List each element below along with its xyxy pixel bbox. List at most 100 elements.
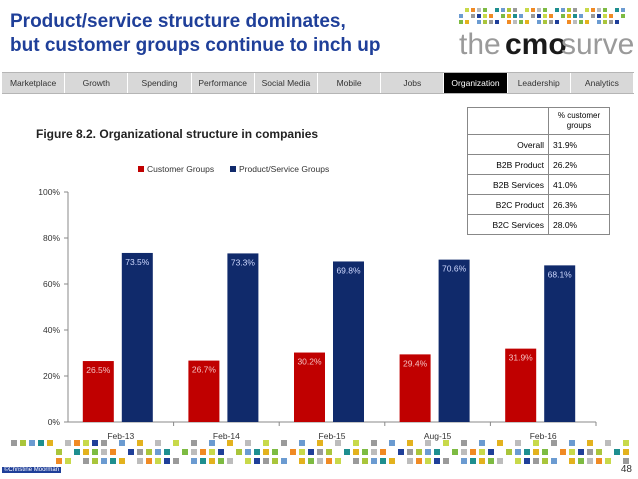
logo-square <box>597 20 601 24</box>
footer-square <box>425 440 431 446</box>
footer-square <box>614 449 620 455</box>
footer-square-pattern <box>11 440 629 464</box>
logo-square <box>555 8 559 12</box>
footer-square <box>128 449 134 455</box>
bar-data-label: 70.6% <box>442 264 467 274</box>
footer-square <box>326 458 332 464</box>
footer-square <box>524 449 530 455</box>
footer-square <box>407 449 413 455</box>
footer-square <box>479 440 485 446</box>
nav-tab-spending[interactable]: Spending <box>128 73 192 93</box>
footer-square <box>587 449 593 455</box>
footer-square <box>335 458 341 464</box>
footer-square <box>623 458 629 464</box>
footer-square <box>353 440 359 446</box>
footer-square <box>227 440 233 446</box>
figure-number: Figure 8.2. <box>36 127 97 141</box>
logo-square-pattern <box>459 8 625 24</box>
footer-square <box>101 440 107 446</box>
footer-square <box>209 449 215 455</box>
logo-square <box>549 14 553 18</box>
slide-title-line-2: but customer groups continue to inch up <box>10 35 381 56</box>
bar-product-service-groups <box>438 259 470 422</box>
nav-tab-leadership[interactable]: Leadership <box>508 73 571 93</box>
footer-square <box>596 458 602 464</box>
logo-square <box>591 8 595 12</box>
footer-square <box>380 449 386 455</box>
logo-square <box>489 20 493 24</box>
footer-square <box>83 440 89 446</box>
footer-square <box>56 458 62 464</box>
logo-square <box>621 14 625 18</box>
bar-data-label: 73.5% <box>125 257 150 267</box>
logo-square <box>465 20 469 24</box>
footer-square <box>488 449 494 455</box>
footer-square <box>416 458 422 464</box>
nav-tab-jobs[interactable]: Jobs <box>381 73 445 93</box>
footer-square <box>470 449 476 455</box>
footer-square <box>92 458 98 464</box>
footer-square <box>281 458 287 464</box>
footer-square <box>119 440 125 446</box>
footer-square <box>551 440 557 446</box>
logo-square <box>609 14 613 18</box>
footer-square <box>488 458 494 464</box>
bar-data-label: 69.8% <box>336 265 361 275</box>
bar-customer-groups <box>82 361 114 422</box>
nav-tab-mobile[interactable]: Mobile <box>318 73 382 93</box>
footer-square <box>155 449 161 455</box>
bar-customer-groups <box>188 360 220 422</box>
x-tick-label: Aug-15 <box>424 431 452 441</box>
footer-square <box>263 458 269 464</box>
logo-square <box>513 14 517 18</box>
bar-customer-groups <box>399 354 431 422</box>
nav-tab-analytics[interactable]: Analytics <box>571 73 635 93</box>
footer-square <box>470 458 476 464</box>
logo-square <box>561 8 565 12</box>
footer-square <box>605 440 611 446</box>
footer-square <box>272 458 278 464</box>
footer-square <box>155 440 161 446</box>
nav-tab-performance[interactable]: Performance <box>192 73 255 93</box>
footer-square <box>326 449 332 455</box>
nav-tab-marketplace[interactable]: Marketplace <box>2 73 66 93</box>
logo-square <box>603 14 607 18</box>
footer-square <box>461 440 467 446</box>
footer-square <box>47 440 53 446</box>
footer-square <box>146 458 152 464</box>
logo-square <box>531 14 535 18</box>
footer-square <box>416 449 422 455</box>
footer-square <box>623 440 629 446</box>
table-row: B2C Product 26.3% <box>467 194 610 215</box>
table-row: B2C Services 28.0% <box>467 214 610 235</box>
logo-square <box>477 8 481 12</box>
copyright-notice: ©Christine Moorman <box>2 467 62 473</box>
footer-square <box>425 449 431 455</box>
footer-square <box>200 449 206 455</box>
footer-square <box>92 440 98 446</box>
logo-square <box>531 8 535 12</box>
logo-square <box>579 14 583 18</box>
footer-square <box>200 458 206 464</box>
logo-square <box>537 14 541 18</box>
footer-square <box>227 458 233 464</box>
footer-square <box>272 449 278 455</box>
footer-square <box>389 458 395 464</box>
logo-square <box>513 20 517 24</box>
section-nav: Marketplace Growth Spending Performance … <box>2 72 635 94</box>
logo-square <box>573 8 577 12</box>
footer-square <box>74 440 80 446</box>
logo-square <box>603 20 607 24</box>
footer-square <box>317 449 323 455</box>
table-row: Overall 31.9% <box>467 134 610 155</box>
page-number: 48 <box>620 464 632 475</box>
nav-tab-growth[interactable]: Growth <box>65 73 129 93</box>
logo-square <box>603 8 607 12</box>
nav-tab-social-media[interactable]: Social Media <box>255 73 319 93</box>
logo-square <box>459 14 463 18</box>
nav-tab-organization[interactable]: Organization <box>444 73 508 93</box>
footer-square <box>479 458 485 464</box>
footer-square <box>299 449 305 455</box>
footer-square <box>137 458 143 464</box>
